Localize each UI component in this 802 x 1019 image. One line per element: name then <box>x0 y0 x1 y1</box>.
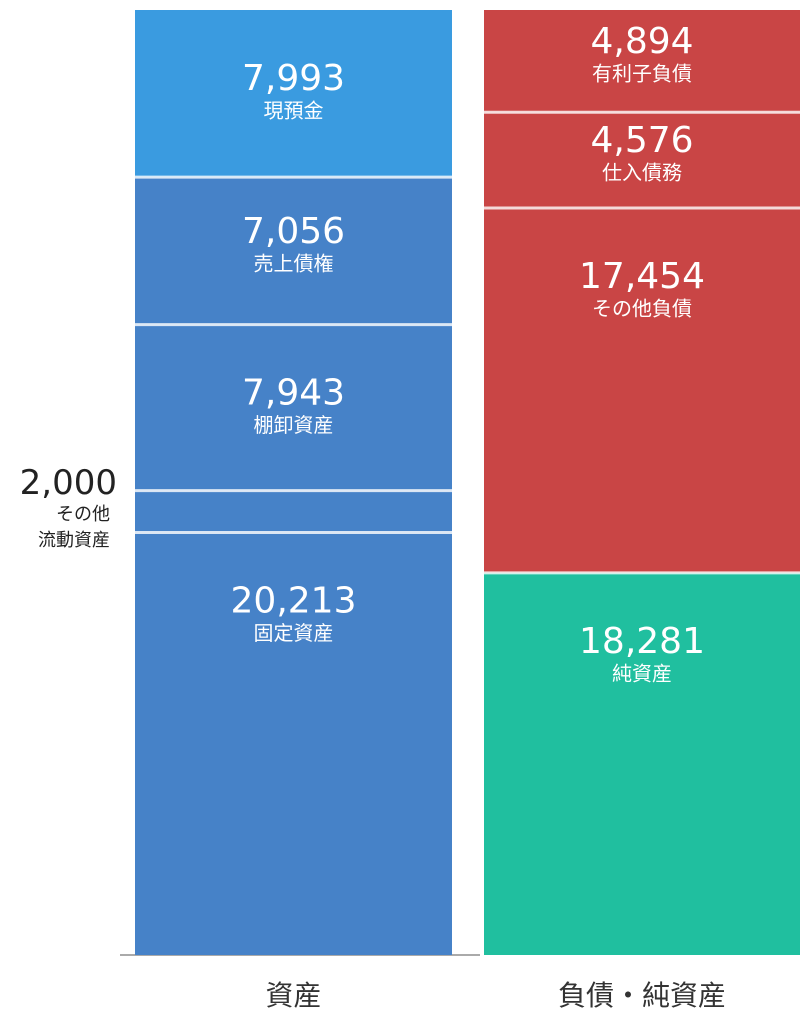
value-label: 7,943 <box>242 373 345 414</box>
segment-label: 純資産 <box>612 661 672 685</box>
value-label: 7,993 <box>242 58 345 99</box>
category-label: 負債・純資産 <box>558 979 726 1012</box>
segment-label: 仕入債務 <box>602 161 682 185</box>
segment <box>484 207 800 573</box>
segment <box>135 10 452 178</box>
segment-label: その他負債 <box>592 296 692 320</box>
segment <box>135 490 452 533</box>
segment-label: 売上債権 <box>254 251 334 275</box>
value-label: 4,894 <box>590 21 693 62</box>
value-label: 4,576 <box>590 120 693 161</box>
segment-label: その他 流動資産 <box>38 503 110 551</box>
value-label: 7,056 <box>242 211 345 252</box>
segment <box>484 112 800 208</box>
value-label: 2,000 <box>19 462 117 503</box>
segment <box>135 532 452 955</box>
segment-label: 現預金 <box>264 99 324 123</box>
segment <box>135 324 452 491</box>
segment <box>135 177 452 325</box>
segment <box>484 572 800 955</box>
segment-label: 有利子負債 <box>592 62 692 86</box>
value-label: 20,213 <box>231 580 357 621</box>
segment-label: 棚卸資産 <box>254 413 334 437</box>
category-label: 資産 <box>265 979 321 1012</box>
segment <box>484 10 800 113</box>
value-label: 18,281 <box>579 621 705 662</box>
value-label: 17,454 <box>579 256 705 297</box>
segment-label: 固定資産 <box>254 621 334 645</box>
